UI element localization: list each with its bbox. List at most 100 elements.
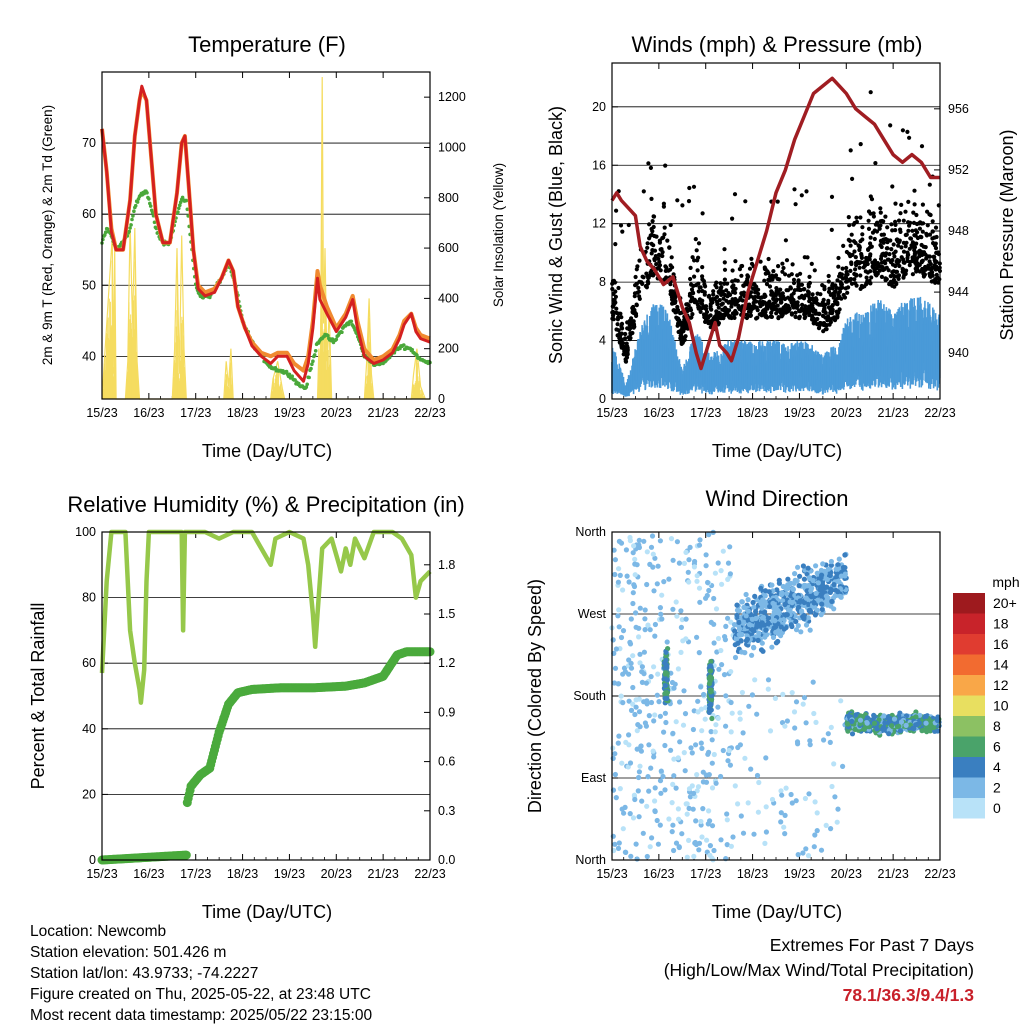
humidity-y2tick-label: 0.0 bbox=[438, 853, 455, 867]
direction-point bbox=[712, 752, 717, 757]
direction-point bbox=[703, 596, 708, 601]
gust-point bbox=[892, 278, 896, 282]
direction-point bbox=[659, 769, 664, 774]
gust-point bbox=[694, 237, 698, 241]
direction-point bbox=[626, 672, 631, 677]
direction-point bbox=[763, 588, 768, 593]
gust-point bbox=[917, 221, 921, 225]
winds-ytick-label: 4 bbox=[599, 334, 606, 348]
winds-ytick-label: 16 bbox=[592, 158, 606, 172]
direction-point bbox=[639, 669, 644, 674]
gust-point bbox=[911, 257, 915, 261]
gust-point bbox=[895, 258, 899, 262]
gust-point bbox=[810, 262, 814, 266]
humidity-y2tick-label: 0.3 bbox=[438, 804, 455, 818]
direction-point bbox=[708, 702, 713, 707]
direction-point bbox=[663, 720, 668, 725]
gust-point bbox=[749, 310, 753, 314]
gust-point bbox=[632, 311, 636, 315]
direction-point bbox=[819, 612, 824, 617]
direction-point bbox=[674, 719, 679, 724]
winds-y2label: Station Pressure (Maroon) bbox=[997, 129, 1017, 340]
gust-point bbox=[650, 229, 654, 233]
winds-xtick-label: 22/23 bbox=[924, 406, 955, 420]
direction-point bbox=[669, 536, 674, 541]
gust-point bbox=[804, 189, 808, 193]
gust-point bbox=[857, 244, 861, 248]
gust-point bbox=[889, 222, 893, 226]
gust-point bbox=[849, 148, 853, 152]
direction-xtick-label: 15/23 bbox=[596, 867, 627, 881]
direction-point bbox=[652, 634, 657, 639]
direction-point bbox=[751, 645, 756, 650]
dewpoint-point bbox=[305, 383, 309, 387]
gust-point bbox=[893, 228, 897, 232]
gust-point bbox=[911, 211, 915, 215]
gust-point bbox=[769, 311, 773, 315]
gust-point bbox=[797, 308, 801, 312]
gust-point bbox=[883, 215, 887, 219]
direction-point bbox=[670, 680, 675, 685]
dewpoint-point bbox=[147, 197, 151, 201]
gust-point bbox=[646, 241, 650, 245]
direction-point bbox=[625, 574, 630, 579]
direction-point bbox=[682, 750, 687, 755]
direction-point bbox=[658, 791, 663, 796]
temperature-title: Temperature (F) bbox=[188, 32, 346, 57]
gust-point bbox=[902, 219, 906, 223]
direction-point bbox=[718, 648, 723, 653]
direction-point bbox=[662, 743, 667, 748]
direction-point bbox=[797, 583, 802, 588]
gust-point bbox=[721, 302, 725, 306]
direction-point bbox=[699, 746, 704, 751]
direction-point bbox=[699, 834, 704, 839]
direction-ytick-label: South bbox=[573, 689, 606, 703]
direction-ytick-label: North bbox=[575, 525, 606, 539]
gust-point bbox=[623, 347, 627, 351]
gust-point bbox=[723, 278, 727, 282]
direction-point bbox=[692, 841, 697, 846]
direction-point bbox=[820, 561, 825, 566]
direction-point bbox=[728, 763, 733, 768]
gust-point bbox=[928, 183, 932, 187]
gust-point bbox=[775, 297, 779, 301]
gust-point bbox=[933, 277, 937, 281]
gust-point bbox=[625, 355, 629, 359]
direction-point bbox=[813, 563, 818, 568]
gust-point bbox=[715, 301, 719, 305]
gust-point bbox=[784, 311, 788, 315]
gust-point bbox=[731, 268, 735, 272]
direction-point bbox=[695, 573, 700, 578]
direction-point bbox=[649, 835, 654, 840]
gust-point bbox=[651, 243, 655, 247]
direction-point bbox=[795, 565, 800, 570]
direction-point bbox=[651, 552, 656, 557]
direction-point bbox=[697, 586, 702, 591]
gust-point bbox=[755, 316, 759, 320]
gust-point bbox=[931, 219, 935, 223]
direction-point bbox=[651, 754, 656, 759]
direction-point bbox=[645, 549, 650, 554]
gust-point bbox=[862, 260, 866, 264]
gust-point bbox=[844, 266, 848, 270]
gust-point bbox=[726, 313, 730, 317]
direction-point bbox=[639, 799, 644, 804]
gust-point bbox=[772, 306, 776, 310]
direction-point bbox=[637, 814, 642, 819]
gust-point bbox=[696, 256, 700, 260]
gust-point bbox=[813, 312, 817, 316]
gust-point bbox=[743, 199, 747, 203]
direction-point bbox=[721, 549, 726, 554]
direction-point bbox=[716, 716, 721, 721]
direction-point bbox=[683, 636, 688, 641]
gust-point bbox=[794, 311, 798, 315]
direction-point bbox=[661, 579, 666, 584]
gust-point bbox=[840, 282, 844, 286]
gust-point bbox=[929, 275, 933, 279]
gust-point bbox=[869, 194, 873, 198]
gust-point bbox=[871, 264, 875, 268]
dewpoint-point bbox=[350, 320, 354, 324]
direction-point bbox=[658, 605, 663, 610]
gust-point bbox=[932, 236, 936, 240]
gust-point bbox=[917, 254, 921, 258]
